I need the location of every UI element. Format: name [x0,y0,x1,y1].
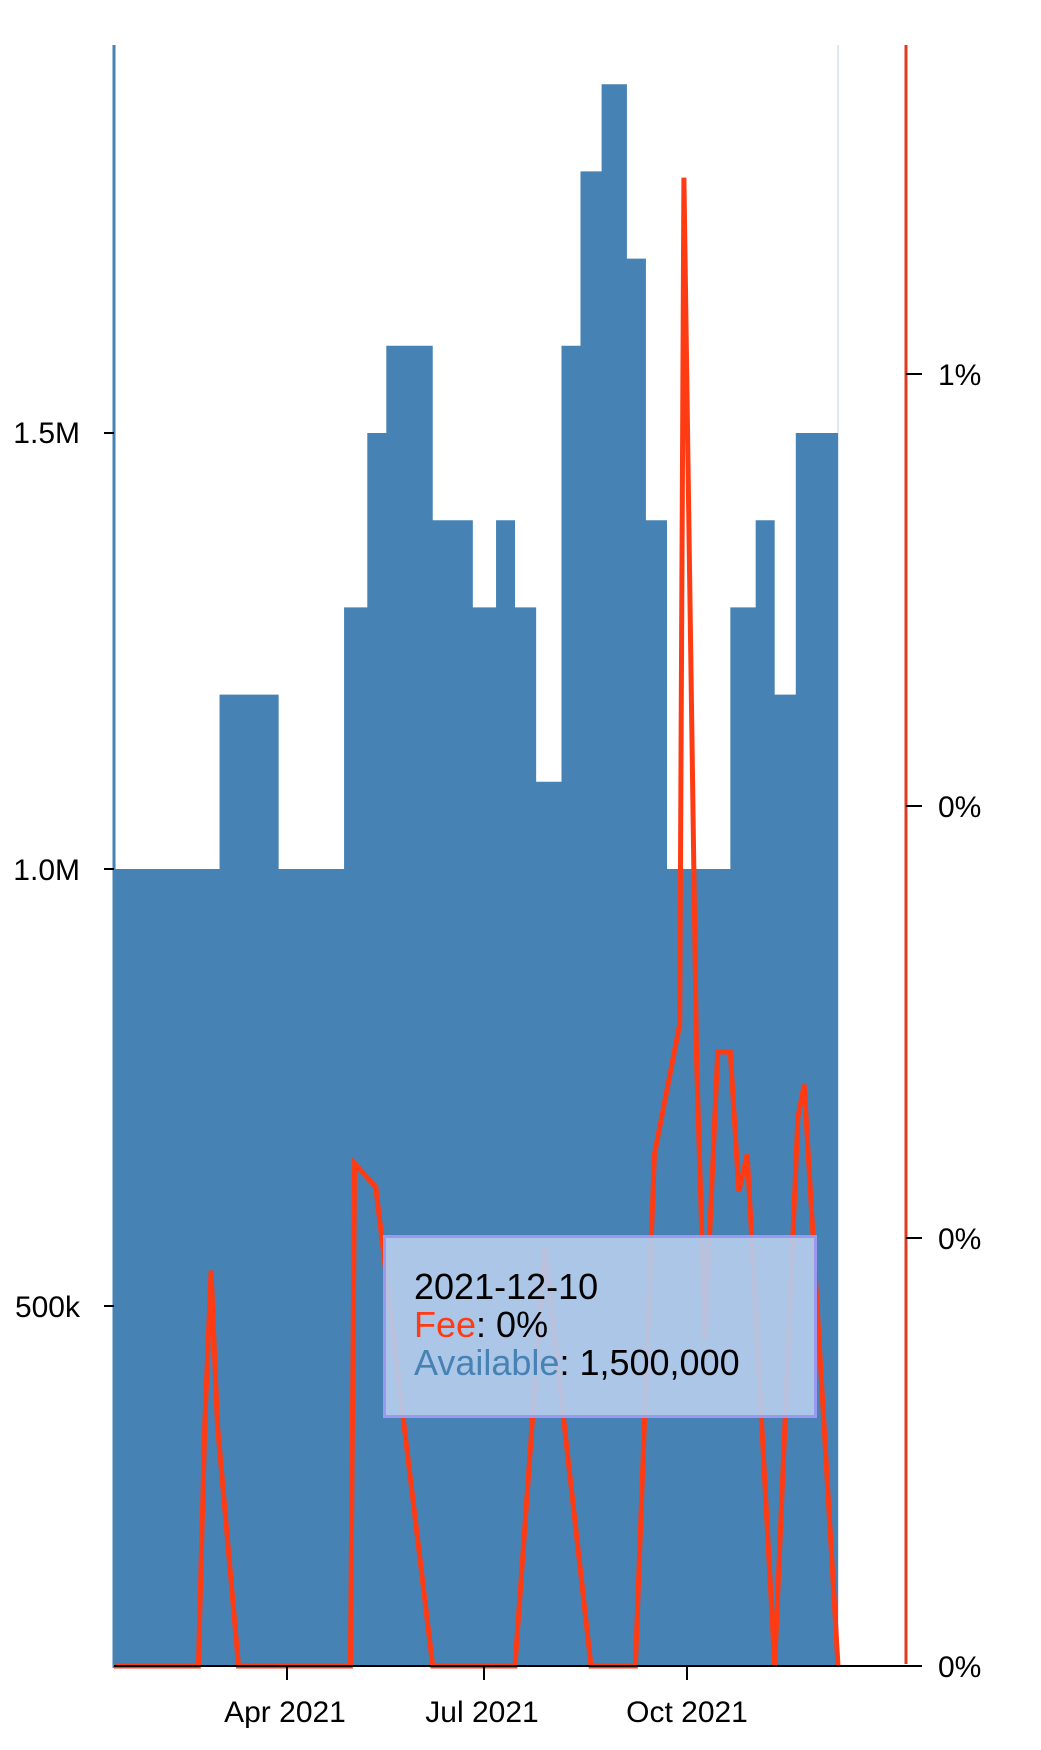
x-tick-label-apr: Apr 2021 [224,1696,346,1729]
tooltip-available-row: Available: 1,500,000 [414,1344,814,1382]
y-tick-right-label-3: 0% [938,1223,981,1256]
y-tick-right-label-2: 0% [938,791,981,824]
tooltip-available-label: Available [414,1342,560,1383]
y-tick-right-label-4: 0% [938,1651,981,1684]
tooltip-fee-label: Fee [414,1304,477,1345]
y-tick-label-1000000: 1.0M [13,854,80,887]
y-tick-right-label-1: 1% [938,359,981,392]
available-series-area [114,84,838,1667]
tooltip-date: 2021-12-10 [414,1266,599,1307]
tooltip: 2021-12-10 Fee: 0% Available: 1,500,000 [383,1235,817,1418]
x-tick-label-jul: Jul 2021 [425,1696,538,1729]
y-tick-label-1500000: 1.5M [13,417,80,450]
x-tick-label-oct: Oct 2021 [626,1696,748,1729]
tooltip-fee-row: Fee: 0% [414,1306,814,1344]
y-tick-label-500000: 500k [15,1291,81,1324]
tooltip-available-value: : 1,500,000 [559,1342,740,1383]
tooltip-fee-value: : 0% [476,1304,549,1345]
